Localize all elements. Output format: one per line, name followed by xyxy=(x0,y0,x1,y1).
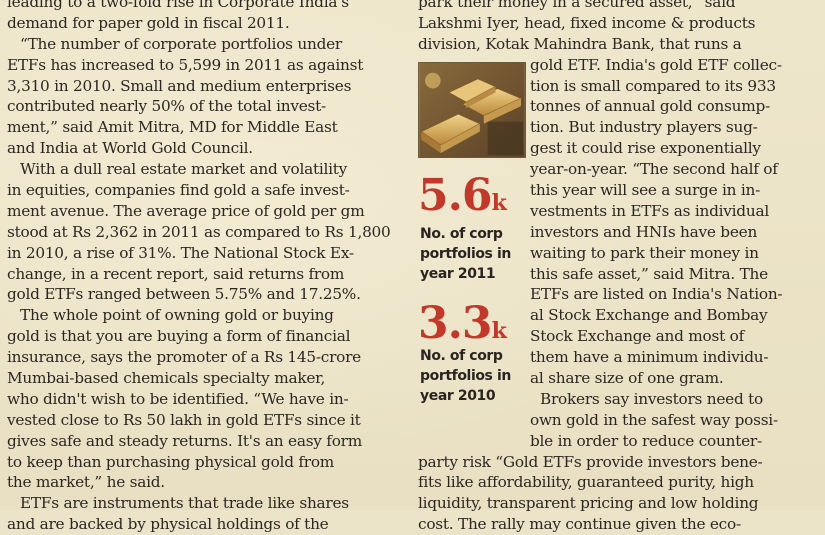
article-line: park their money in a secured asset,” sa… xyxy=(418,0,736,11)
article-line: al Stock Exchange and Bombay xyxy=(530,306,768,325)
article-line: and are backed by physical holdings of t… xyxy=(7,515,329,534)
article-line: ETFs are instruments that trade like sha… xyxy=(20,494,349,513)
stat-2010-value: 3.3k xyxy=(418,298,507,349)
article-line: stood at Rs 2,362 in 2011 as compared to… xyxy=(7,222,391,241)
article-line: ETFs has increased to 5,599 in 2011 as a… xyxy=(7,55,364,74)
article-line: who didn't wish to be identified. “We ha… xyxy=(7,389,349,408)
article-line: contributed nearly 50% of the total inve… xyxy=(7,97,326,116)
article-line: and India at World Gold Council. xyxy=(7,139,253,158)
article-line: vestments in ETFs as individual xyxy=(530,201,769,220)
stat-2011-value: 5.6k xyxy=(418,170,507,221)
article-line: 3,310 in 2010. Small and medium enterpri… xyxy=(7,76,352,95)
article-line: gest it could rise exponentially xyxy=(530,139,761,158)
article-line: division, Kotak Mahindra Bank, that runs… xyxy=(418,34,742,53)
article-line: ment avenue. The average price of gold p… xyxy=(7,201,365,220)
article-line: party risk “Gold ETFs provide investors … xyxy=(418,452,763,471)
gold-bars-photo-icon xyxy=(418,62,526,158)
article-right-column: park their money in a secured asset,” sa… xyxy=(418,0,818,535)
article-line: them have a minimum individu- xyxy=(530,348,769,367)
article-line: ble in order to reduce counter- xyxy=(530,431,762,450)
article-line: in equities, companies find gold a safe … xyxy=(7,181,350,200)
article-line: gold ETF. India's gold ETF collec- xyxy=(530,55,782,74)
article-line: tonnes of annual gold consump- xyxy=(530,97,770,116)
article-line: fits like affordability, guaranteed puri… xyxy=(418,473,754,492)
article-line: to keep than purchasing physical gold fr… xyxy=(7,452,335,471)
article-line: this year will see a surge in in- xyxy=(530,181,761,200)
article-line: cost. The rally may continue given the e… xyxy=(418,515,741,534)
article-line: insurance, says the promoter of a Rs 145… xyxy=(7,348,361,367)
article-line: the market,” he said. xyxy=(7,473,165,492)
stat-2011-label: No. of corp portfolios in year 2011 xyxy=(420,226,511,282)
article-line: own gold in the safest way possi- xyxy=(530,410,778,429)
article-line: gold is that you are buying a form of fi… xyxy=(7,327,351,346)
article-line: “The number of corporate portfolios unde… xyxy=(20,34,342,53)
article-line: in 2010, a rise of 31%. The National Sto… xyxy=(7,243,354,262)
article-line: Lakshmi Iyer, head, fixed income & produ… xyxy=(418,13,756,32)
article-line: Brokers say investors need to xyxy=(540,389,763,408)
article-line: investors and HNIs have been xyxy=(530,222,758,241)
article-line: this safe asset,” said Mitra. The xyxy=(530,264,768,283)
stat-2010-label: No. of corp portfolios in year 2010 xyxy=(420,348,511,404)
article-line: Mumbai-based chemicals specialty maker, xyxy=(7,369,326,388)
article-line: gives safe and steady returns. It's an e… xyxy=(7,431,362,450)
article-line: The whole point of owning gold or buying xyxy=(20,306,334,325)
article-line: tion is small compared to its 933 xyxy=(530,76,776,95)
article-line: liquidity, transparent pricing and low h… xyxy=(418,494,759,513)
article-line: gold ETFs ranged between 5.75% and 17.25… xyxy=(7,285,361,304)
article-line: al share size of one gram. xyxy=(530,369,724,388)
article-line: waiting to park their money in xyxy=(530,243,759,262)
article-line: ment,” said Amit Mitra, MD for Middle Ea… xyxy=(7,118,338,137)
article-line: With a dull real estate market and volat… xyxy=(20,160,348,179)
article-line: Stock Exchange and most of xyxy=(530,327,744,346)
article-line: leading to a two-fold rise in Corporate … xyxy=(7,0,349,11)
article-line: ETFs are listed on India's Nation- xyxy=(530,285,783,304)
article-line: tion. But industry players sug- xyxy=(530,118,758,137)
stats-sidebar: 5.6k No. of corp portfolios in year 2011… xyxy=(418,62,526,422)
article-line: demand for paper gold in fiscal 2011. xyxy=(7,13,290,32)
article-line: year-on-year. “The second half of xyxy=(530,160,778,179)
article-line: vested close to Rs 50 lakh in gold ETFs … xyxy=(7,410,361,429)
article-left-column: leading to a two-fold rise in Corporate … xyxy=(7,0,403,535)
article-line: change, in a recent report, said returns… xyxy=(7,264,345,283)
